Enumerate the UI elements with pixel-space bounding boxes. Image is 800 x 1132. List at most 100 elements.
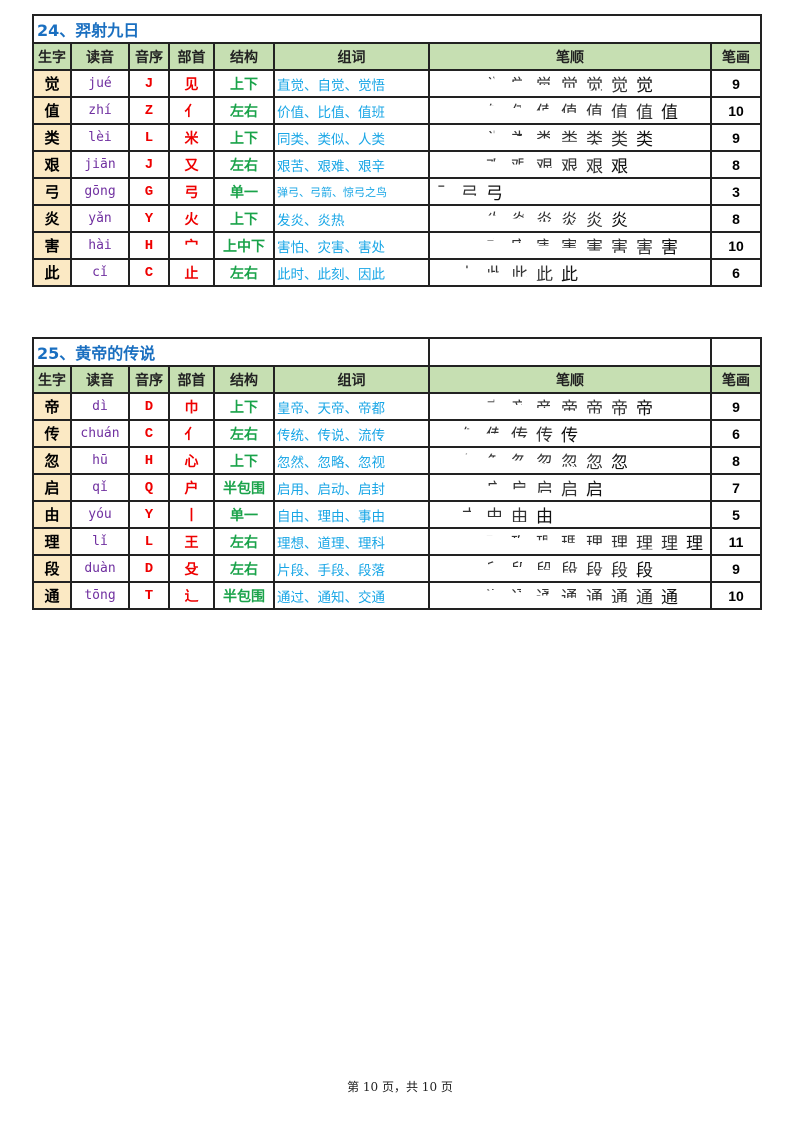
words-cell: 价值、比值、值班 [273, 96, 430, 125]
structure-cell: 半包围 [213, 473, 275, 502]
pinyin-cell: tōng [70, 581, 130, 610]
stroke-step: 理 [486, 534, 503, 554]
header-stroke-order: 笔顺 [428, 42, 712, 71]
character-cell: 此 [32, 258, 72, 287]
stroke-step: 觉 [611, 76, 628, 96]
stroke-step: 此 [486, 265, 503, 285]
stroke-order-cell: 忽忽忽忽忽忽忽忽 [428, 446, 712, 475]
stroke-step: 此 [511, 265, 528, 285]
table-row: 艰 jiān J 又左右 艰苦、艰难、艰辛艰艰艰艰艰艰艰艰 8 [32, 150, 763, 179]
stroke-step: 理 [536, 534, 553, 554]
index-letter-cell: H [128, 446, 170, 475]
stroke-step: 由 [461, 507, 478, 527]
stroke-step: 炎 [611, 211, 628, 231]
stroke-step: 类 [511, 130, 528, 150]
stroke-count-cell: 8 [709, 204, 763, 233]
stroke-step: 段 [536, 561, 553, 581]
structure-cell: 左右 [213, 419, 275, 448]
radical-cell: 亻 [168, 96, 215, 125]
radical-cell: 殳 [168, 554, 215, 583]
structure-cell: 左右 [213, 96, 275, 125]
stroke-step: 传 [511, 426, 528, 446]
stroke-step: 段 [636, 561, 653, 581]
index-letter-cell: D [128, 554, 170, 583]
words-cell: 此时、此刻、因此 [273, 258, 430, 287]
header-radical: 部首 [168, 365, 215, 394]
words-cell: 艰苦、艰难、艰辛 [273, 150, 430, 179]
stroke-step: 启 [486, 480, 503, 500]
stroke-step: 段 [611, 561, 628, 581]
words-cell: 弹弓、弓箭、惊弓之鸟 [273, 177, 430, 206]
stroke-step: 通 [486, 588, 503, 608]
structure-cell: 左右 [213, 554, 275, 583]
index-letter-cell: C [128, 258, 170, 287]
character-cell: 弓 [32, 177, 72, 206]
stroke-count-cell: 5 [710, 500, 762, 529]
pinyin-cell: hài [70, 231, 130, 260]
stroke-step: 帝 [486, 399, 503, 419]
structure-cell: 单一 [213, 500, 275, 529]
radical-cell: 火 [168, 204, 215, 233]
stroke-step: 由 [436, 503, 441, 507]
stroke-step: 害 [536, 238, 553, 258]
stroke-step: 传 [486, 426, 503, 446]
character-cell: 启 [32, 473, 72, 502]
stroke-order-cell: 理理理理理理理理理理理 [428, 527, 712, 556]
stroke-step: 段 [561, 561, 578, 581]
stroke-step: 觉 [461, 76, 478, 96]
stroke-step: 觉 [586, 76, 603, 96]
header-structure: 结构 [213, 42, 275, 71]
stroke-step: 觉 [486, 76, 503, 96]
stroke-step: 弓 [461, 184, 478, 204]
stroke-step: 害 [661, 238, 678, 258]
stroke-step: 觉 [561, 76, 578, 96]
stroke-step: 帝 [536, 399, 553, 419]
words-cell: 自由、理由、事由 [273, 500, 430, 529]
stroke-step: 忽 [611, 453, 628, 473]
stroke-step: 帝 [586, 399, 603, 419]
index-letter-cell: Q [128, 473, 170, 502]
pinyin-cell: zhí [70, 96, 130, 125]
stroke-step: 害 [461, 234, 466, 238]
character-cell: 值 [32, 96, 72, 125]
stroke-step: 通 [611, 588, 628, 608]
index-letter-cell: J [128, 69, 170, 98]
table-row: 觉 jué J 见上下 直觉、自觉、觉悟觉觉觉觉觉觉觉觉觉 9 [32, 69, 763, 98]
structure-cell: 上下 [213, 392, 275, 421]
stroke-step: 理 [586, 534, 603, 554]
stroke-step: 帝 [436, 395, 439, 397]
radical-cell: 巾 [168, 392, 215, 421]
stroke-step: 值 [511, 103, 528, 123]
radical-cell: 止 [168, 258, 215, 287]
header-pinyin: 读音 [70, 42, 130, 71]
stroke-step: 通 [536, 588, 553, 608]
structure-cell: 上下 [213, 446, 275, 475]
words-cell: 启用、启动、启封 [273, 473, 430, 502]
stroke-step: 炎 [511, 211, 528, 231]
header-structure: 结构 [213, 365, 275, 394]
header-pinyin: 读音 [70, 365, 130, 394]
radical-cell: 辶 [168, 581, 215, 610]
table-row: 由 yóu Y 丨单一 自由、理由、事由由由由由由 5 [32, 500, 762, 529]
stroke-count-cell: 9 [710, 392, 762, 421]
stroke-count-cell: 9 [709, 123, 763, 152]
stroke-step: 觉 [636, 76, 653, 96]
header-words: 组词 [273, 365, 430, 394]
character-cell: 类 [32, 123, 72, 152]
stroke-step: 值 [636, 103, 653, 123]
index-letter-cell: D [128, 392, 170, 421]
structure-cell: 上下 [213, 69, 275, 98]
stroke-step: 害 [586, 238, 603, 258]
stroke-step: 害 [511, 238, 528, 258]
pinyin-cell: chuán [70, 419, 130, 448]
stroke-order-cell: 传传传传传传 [428, 419, 712, 448]
stroke-count-cell: 10 [709, 231, 763, 260]
index-letter-cell: Y [128, 204, 170, 233]
structure-cell: 左右 [213, 258, 275, 287]
stroke-step: 帝 [461, 399, 478, 419]
stroke-step: 害 [561, 238, 578, 258]
stroke-step: 由 [511, 507, 528, 527]
stroke-step: 理 [636, 534, 653, 554]
stroke-step: 值 [436, 99, 439, 101]
pinyin-cell: duàn [70, 554, 130, 583]
